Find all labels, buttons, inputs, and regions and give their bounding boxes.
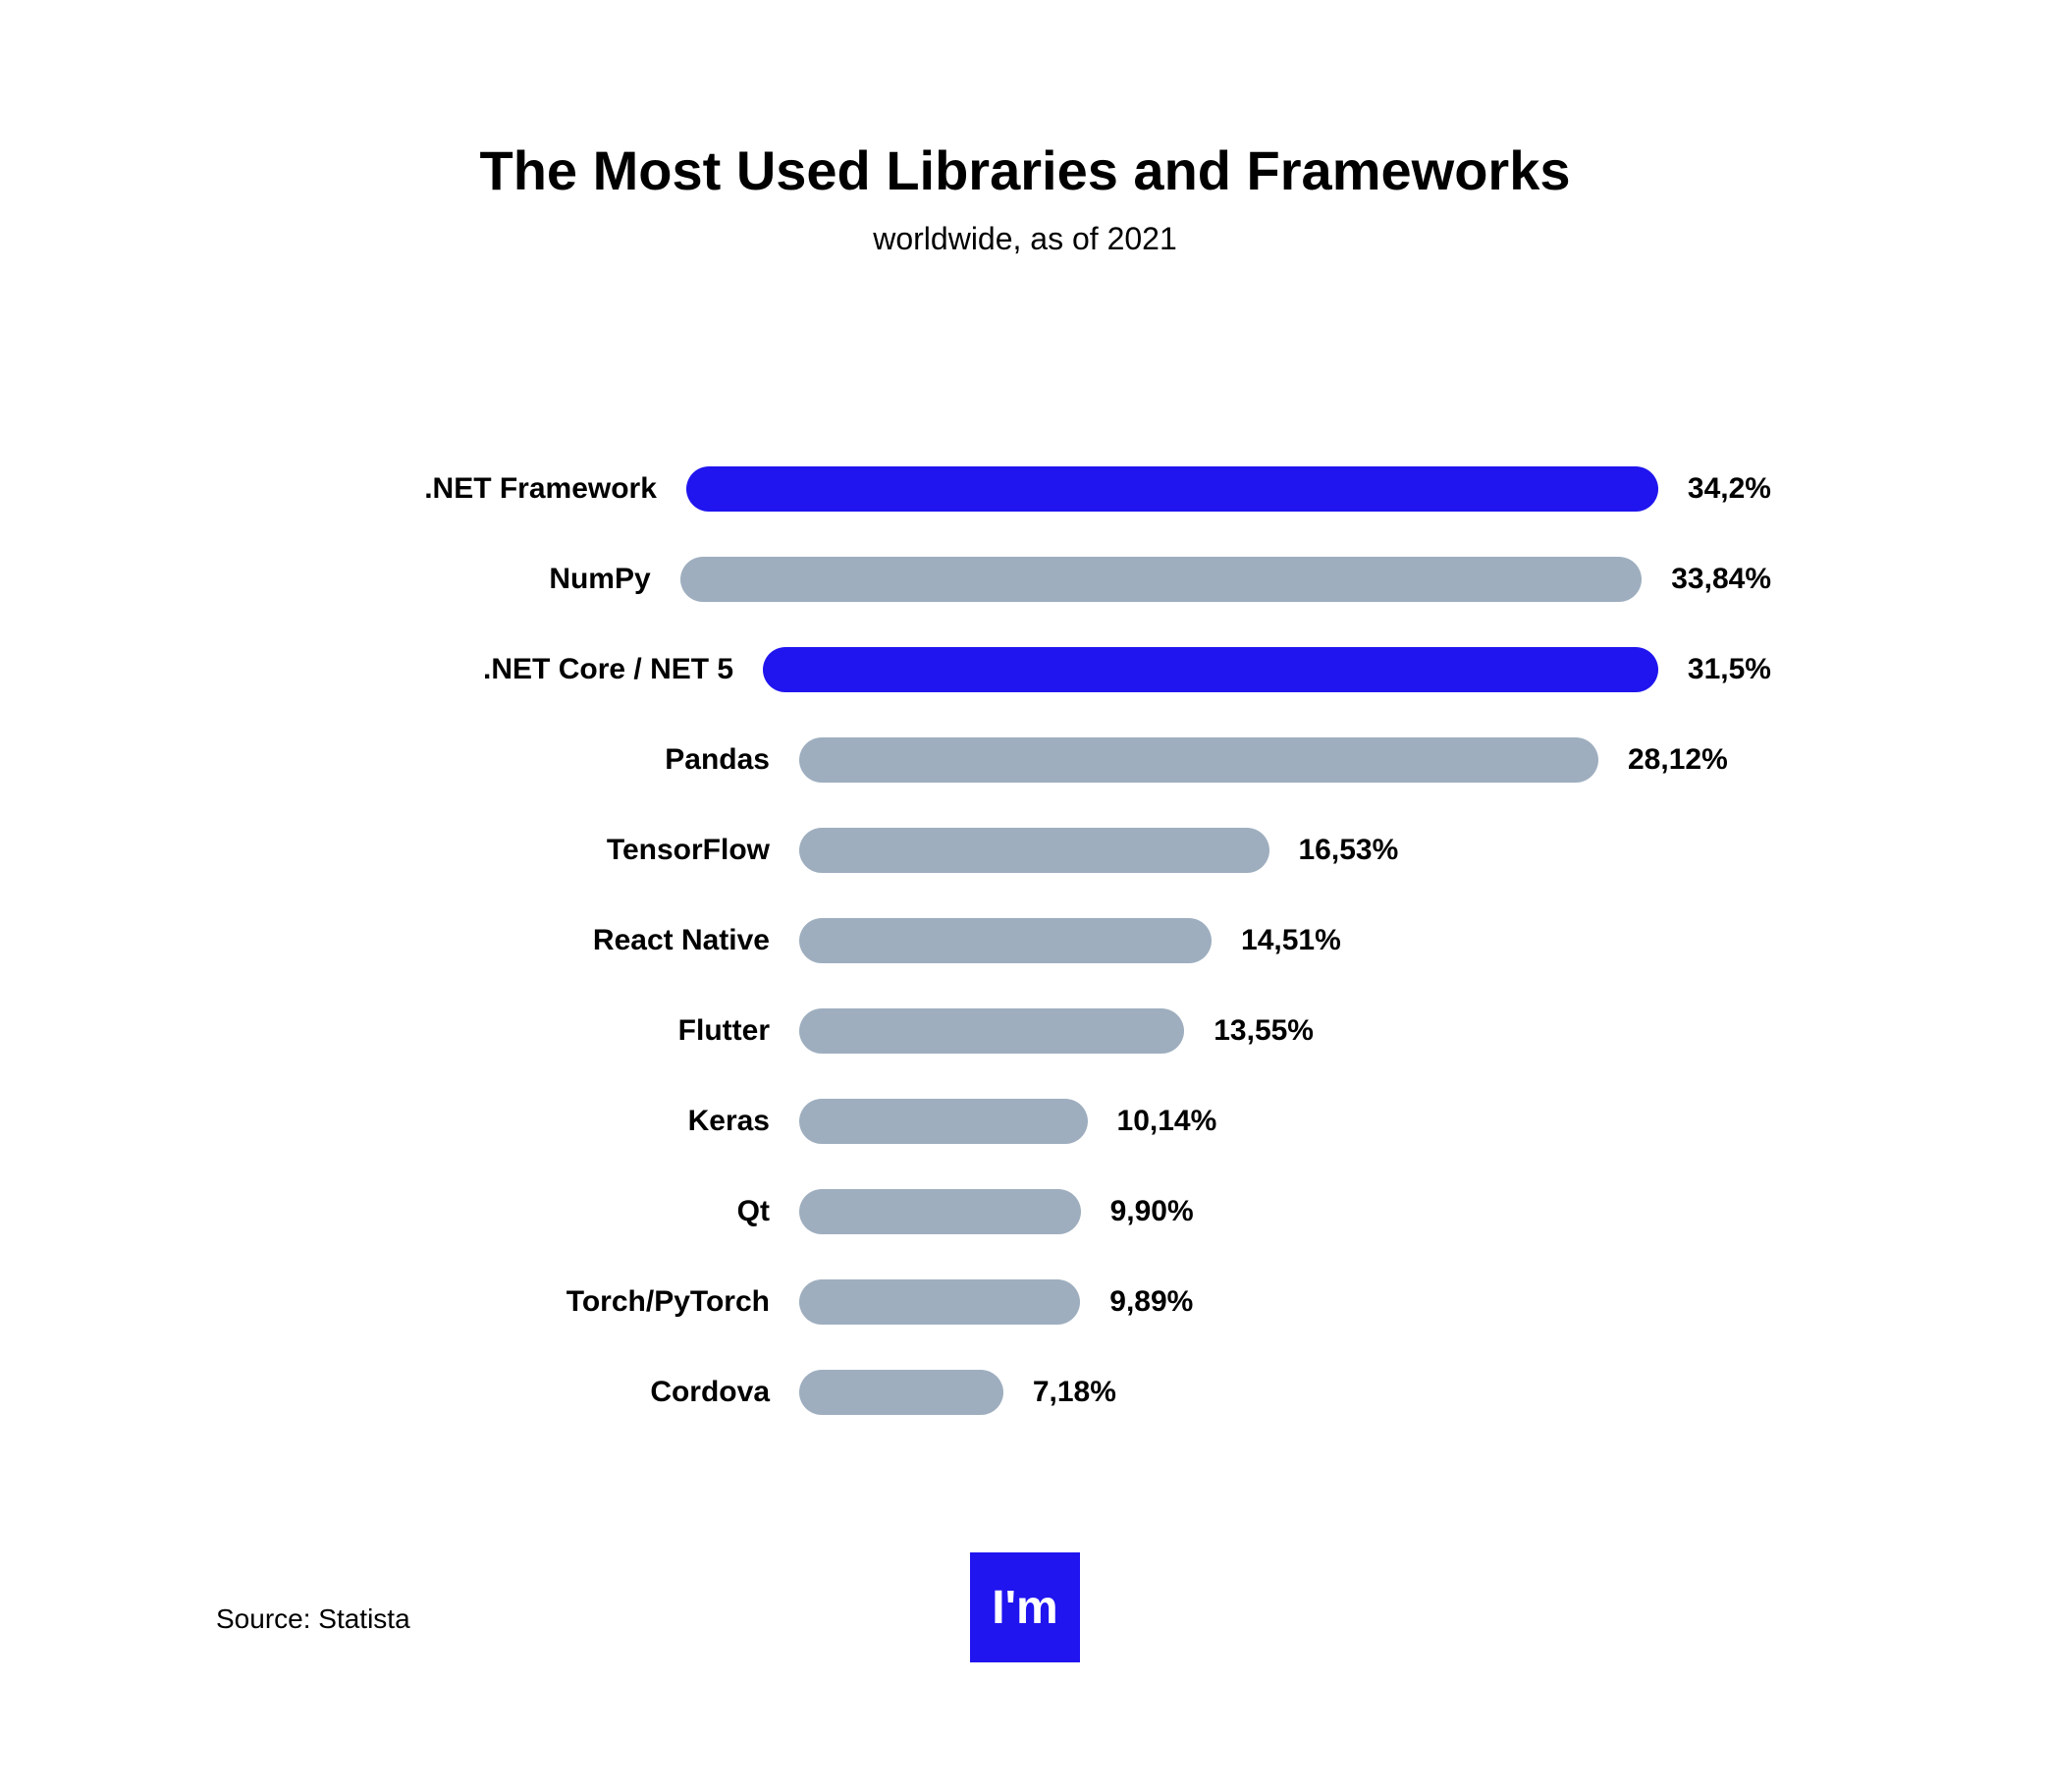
bar-value: 33,84% — [1642, 563, 1771, 596]
bar-label: Torch/PyTorch — [279, 1285, 799, 1319]
bar-value: 34,2% — [1658, 472, 1771, 506]
bar-track: 14,51% — [799, 896, 1771, 986]
bar-row: React Native 14,51% — [279, 896, 1771, 986]
bar-label: Cordova — [279, 1376, 799, 1409]
bar-label: NumPy — [279, 563, 680, 596]
bar-track: 7,18% — [799, 1347, 1771, 1438]
bar-label: Flutter — [279, 1014, 799, 1048]
bar-fill — [799, 1099, 1088, 1144]
bar-label: .NET Framework — [279, 472, 686, 506]
bar-row: Keras 10,14% — [279, 1076, 1771, 1167]
bar-label: Qt — [279, 1195, 799, 1228]
bar-value: 9,89% — [1080, 1285, 1193, 1319]
bar-label: Pandas — [279, 743, 799, 777]
bar-row: NumPy 33,84% — [279, 534, 1771, 624]
bar-value: 14,51% — [1212, 924, 1341, 957]
source-text: Source: Statista — [216, 1603, 410, 1635]
bar-fill — [799, 918, 1212, 963]
bar-value: 28,12% — [1598, 743, 1728, 777]
bar-row: Pandas 28,12% — [279, 715, 1771, 805]
bar-row: .NET Core / NET 5 31,5% — [279, 624, 1771, 715]
bar-value: 10,14% — [1088, 1105, 1217, 1138]
bar-value: 9,90% — [1081, 1195, 1194, 1228]
bar-fill — [799, 828, 1269, 873]
bar-track: 10,14% — [799, 1076, 1771, 1167]
bar-track: 9,90% — [799, 1167, 1771, 1257]
bar-chart: .NET Framework 34,2% NumPy 33,84% .NET Core … — [279, 444, 1771, 1438]
bar-row: Qt 9,90% — [279, 1167, 1771, 1257]
bar-row: Cordova 7,18% — [279, 1347, 1771, 1438]
bar-row: .NET Framework 34,2% — [279, 444, 1771, 534]
chart-title: The Most Used Libraries and Frameworks — [177, 137, 1873, 203]
bar-fill — [763, 647, 1658, 692]
bar-row: TensorFlow 16,53% — [279, 805, 1771, 896]
bar-label: TensorFlow — [279, 834, 799, 867]
bar-fill — [799, 1370, 1003, 1415]
bar-fill — [799, 1189, 1081, 1234]
bar-fill — [799, 1008, 1184, 1054]
bar-track: 28,12% — [799, 715, 1771, 805]
bar-row: Torch/PyTorch 9,89% — [279, 1257, 1771, 1347]
bar-value: 7,18% — [1003, 1376, 1116, 1409]
page: The Most Used Libraries and Frameworks w… — [0, 0, 2050, 1792]
bar-value: 16,53% — [1269, 834, 1399, 867]
bar-track: 33,84% — [680, 534, 1771, 624]
bar-label: .NET Core / NET 5 — [279, 653, 763, 686]
bar-track: 16,53% — [799, 805, 1771, 896]
brand-logo-text: I'm — [992, 1581, 1057, 1635]
bar-row: Flutter 13,55% — [279, 986, 1771, 1076]
bar-fill — [686, 466, 1658, 512]
bar-value: 13,55% — [1184, 1014, 1314, 1048]
bar-value: 31,5% — [1658, 653, 1771, 686]
brand-logo: I'm — [970, 1552, 1080, 1662]
bar-track: 9,89% — [799, 1257, 1771, 1347]
bar-label: React Native — [279, 924, 799, 957]
bar-label: Keras — [279, 1105, 799, 1138]
bar-fill — [680, 557, 1643, 602]
bar-fill — [799, 1279, 1080, 1325]
chart-subtitle: worldwide, as of 2021 — [177, 221, 1873, 257]
bar-track: 31,5% — [763, 624, 1771, 715]
bar-track: 13,55% — [799, 986, 1771, 1076]
bar-fill — [799, 737, 1598, 783]
bar-track: 34,2% — [686, 444, 1771, 534]
